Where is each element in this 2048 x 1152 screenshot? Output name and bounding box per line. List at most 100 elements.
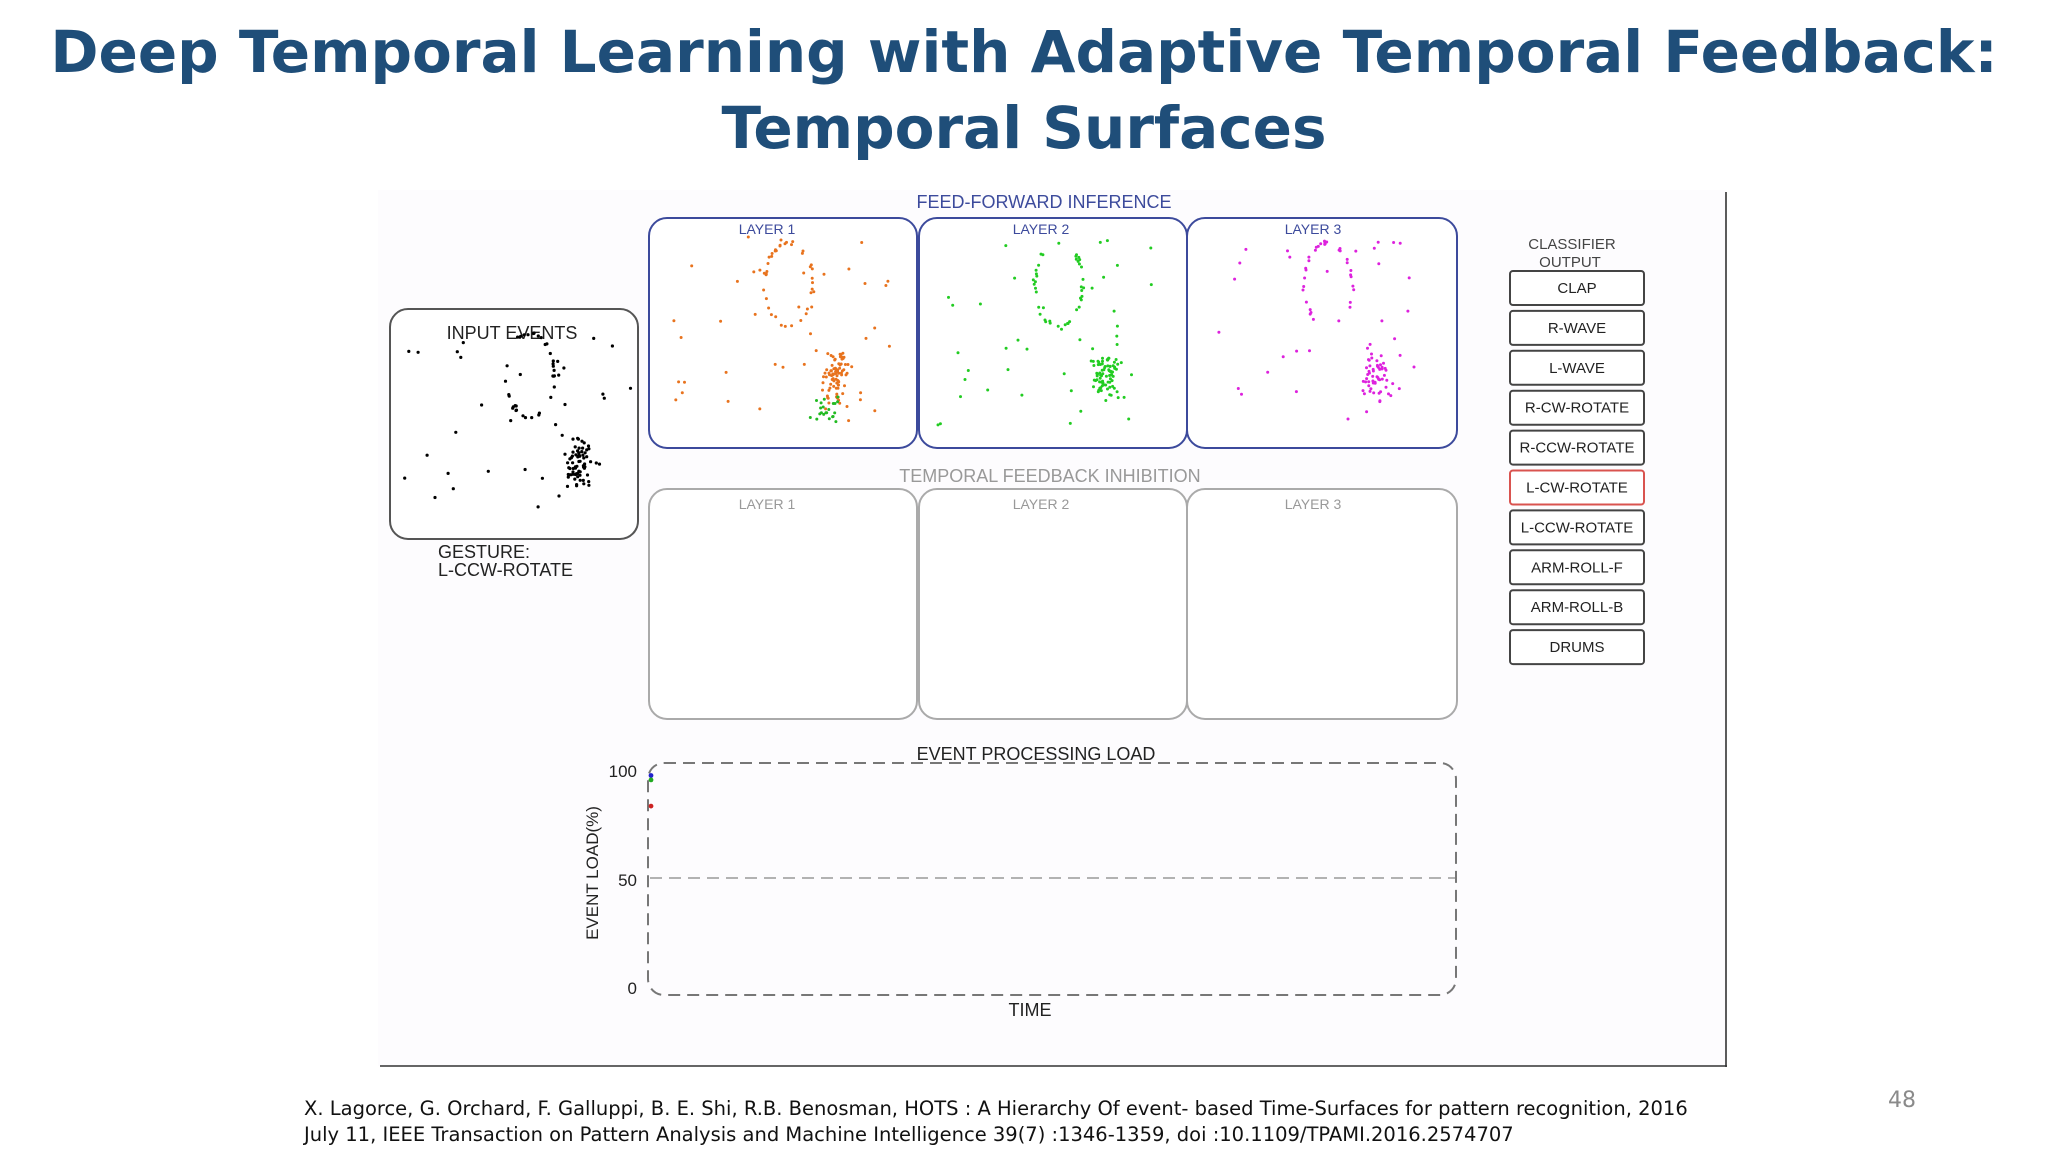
event-dot (1368, 364, 1372, 368)
event-dot (581, 478, 585, 482)
event-dot (1103, 366, 1107, 370)
event-dot (779, 323, 783, 327)
event-dot (959, 395, 962, 399)
event-dot (679, 336, 683, 339)
event-dot (836, 395, 840, 399)
event-dot (1307, 255, 1311, 259)
event-dot (947, 295, 950, 299)
event-dot (1304, 268, 1308, 272)
event-dot (522, 333, 526, 337)
event-dot (454, 430, 458, 434)
classifier-item-box (1509, 629, 1645, 666)
event-dot (808, 416, 812, 419)
event-dot (840, 369, 844, 373)
classifier-item-label: ARM-ROLL-B (1531, 599, 1624, 616)
classifier-item-clap: CLAP (1509, 270, 1645, 306)
event-dot (1398, 353, 1402, 357)
slide-title-line-1: Deep Temporal Learning with Adaptive Tem… (50, 18, 1998, 86)
event-dot (536, 505, 540, 509)
event-dot (834, 370, 838, 374)
event-dot (1080, 265, 1083, 269)
event-dot (1016, 338, 1020, 342)
event-dot (1108, 385, 1112, 389)
classifier-item-box (1509, 589, 1645, 626)
event-dot (1345, 257, 1349, 261)
event-dot (762, 271, 766, 275)
event-dot (1115, 263, 1119, 267)
event-dot (1115, 390, 1119, 394)
event-dot (1034, 290, 1038, 294)
event-dot (577, 446, 581, 450)
event-dot (582, 482, 586, 486)
event-dot (850, 365, 854, 369)
event-dot (1110, 373, 1114, 377)
event-dot (802, 362, 806, 366)
event-dot (1020, 393, 1024, 397)
event-dot (571, 437, 575, 441)
event-dot (1106, 364, 1110, 368)
event-dot (1099, 389, 1103, 393)
event-dot (1372, 246, 1376, 250)
event-dot (433, 495, 437, 500)
event-dot (1092, 364, 1096, 367)
event-dot (1365, 377, 1369, 381)
event-dot (552, 385, 556, 389)
event-dot (592, 336, 596, 340)
event-dot (815, 399, 818, 402)
citation-line-2: July 11, IEEE Transaction on Pattern Ana… (304, 1123, 1514, 1146)
event-dot (556, 359, 560, 363)
event-dot (571, 461, 575, 465)
event-dot (1348, 300, 1352, 304)
event-dot (1097, 388, 1101, 392)
event-dot (1112, 309, 1116, 313)
event-dot (1375, 359, 1379, 363)
event-dot (778, 243, 782, 247)
event-dot (1110, 370, 1114, 374)
event-dot (563, 402, 567, 407)
event-dot (1038, 312, 1042, 316)
event-dot (822, 397, 826, 401)
event-dot (1101, 359, 1104, 363)
event-dot (863, 282, 867, 285)
event-dot (1112, 360, 1116, 364)
classifier-item-label: ARM-ROLL-F (1531, 559, 1623, 576)
event-dot (1371, 374, 1375, 378)
citation-line-1: X. Lagorce, G. Orchard, F. Galluppi, B. … (304, 1097, 1688, 1120)
event-dot (1078, 338, 1082, 342)
y-tick-0: 0 (628, 979, 637, 998)
event-dot (577, 469, 581, 473)
event-dot (576, 437, 581, 441)
input-events-title: INPUT EVENTS (447, 323, 578, 343)
event-dot (843, 363, 847, 366)
event-dot (887, 344, 891, 348)
event-dot (1325, 269, 1329, 273)
event-dot (1392, 241, 1396, 244)
event-dot (1037, 263, 1041, 267)
event-dot (1104, 374, 1108, 378)
event-dot (1309, 311, 1313, 314)
event-dot (1081, 277, 1085, 281)
event-dot (1004, 346, 1008, 350)
event-dot (1338, 247, 1342, 250)
event-dot (509, 419, 513, 423)
event-dot (841, 392, 845, 396)
event-dot (1077, 262, 1081, 266)
event-dot (797, 305, 801, 309)
event-dot (1056, 324, 1060, 328)
event-dot (585, 473, 590, 477)
event-dot (577, 459, 581, 464)
event-dot (486, 469, 490, 473)
event-dot (1348, 305, 1352, 309)
event-dot (821, 405, 825, 409)
event-dot (683, 380, 686, 384)
event-dot (1130, 373, 1133, 377)
feedforward-layer-1-panel (648, 217, 918, 449)
event-dot (549, 395, 553, 399)
slide-title-line-2: Temporal Surfaces (721, 94, 1327, 162)
classifier-title-line-2: OUTPUT (1539, 254, 1601, 271)
classifier-item-arm-roll-f: ARM-ROLL-F (1509, 549, 1645, 586)
event-dot (560, 433, 564, 437)
event-dot (1370, 356, 1374, 360)
event-dot (812, 290, 816, 294)
event-dot (610, 344, 615, 348)
